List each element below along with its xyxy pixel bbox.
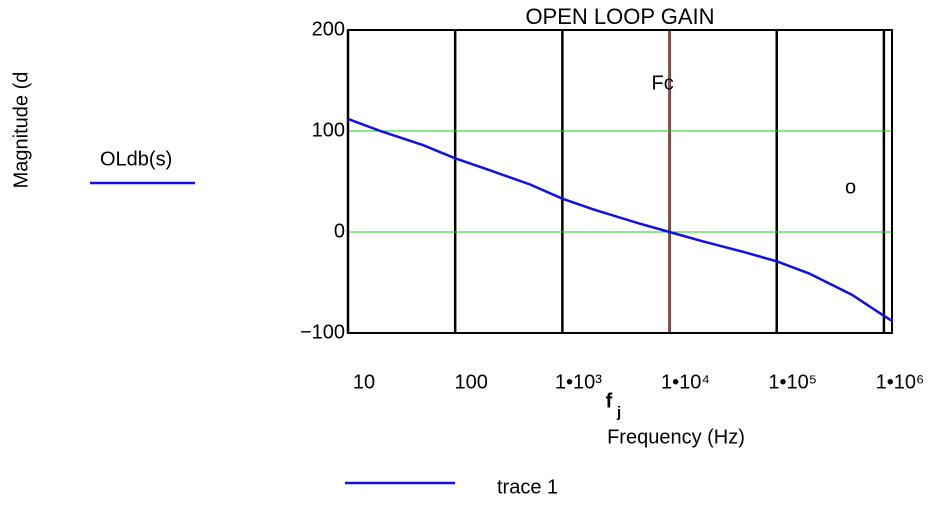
x-tick-label: 10 xyxy=(353,371,375,393)
x-marker-label: Fc xyxy=(652,72,674,94)
x-tick-label: 100 xyxy=(454,371,487,393)
y-tick-label: 100 xyxy=(312,119,345,141)
x-variable-subscript: j xyxy=(616,404,621,421)
x-tick-label: 1•10³ xyxy=(555,371,602,393)
y-tick-label: 0 xyxy=(334,220,345,242)
chart-title: OPEN LOOP GAIN xyxy=(525,4,714,29)
legend-label: OLdb(s) xyxy=(100,148,172,170)
plot-frame xyxy=(347,29,893,334)
x-tick-label: 1•10⁴ xyxy=(661,371,710,393)
data-line xyxy=(347,117,893,322)
annotation: o xyxy=(845,176,856,198)
x-tick-label: 1•10⁵ xyxy=(768,371,817,393)
x-axis-label: Frequency (Hz) xyxy=(607,426,745,448)
y-tick-label: 200 xyxy=(312,18,345,40)
y-tick-label: −100 xyxy=(300,321,345,343)
trace-legend: trace 1 xyxy=(497,476,558,498)
x-variable: f xyxy=(606,390,613,412)
y-axis-label: Magnitude (d xyxy=(10,72,32,189)
x-tick-label: 1•10⁶ xyxy=(876,371,925,393)
